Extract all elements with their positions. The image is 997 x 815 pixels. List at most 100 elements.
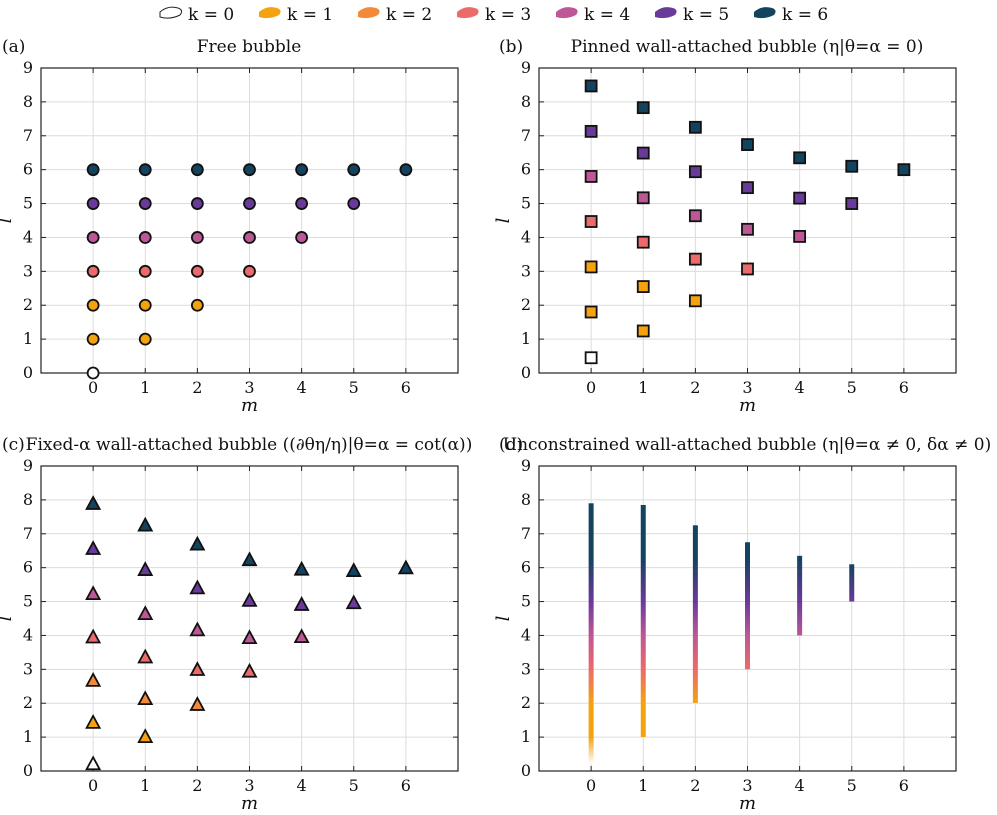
y-tick-label: 8 bbox=[521, 92, 531, 111]
y-tick-label: 0 bbox=[521, 761, 531, 780]
point-m2-l4.15 bbox=[189, 621, 206, 637]
panel-3: 0 1 2 3 4 5 6 0 1 2 3 4 5 6 7 8 9 m l (d)Unconstrained wall… bbox=[493, 435, 991, 814]
point-m4-l5 bbox=[295, 197, 309, 210]
point-m1-l1.24 bbox=[636, 324, 650, 338]
x-tick-label: 2 bbox=[690, 378, 700, 397]
y-tick-label: 2 bbox=[23, 295, 33, 314]
x-axis-label: m bbox=[739, 395, 756, 416]
point-m0-l4.47 bbox=[584, 215, 598, 228]
panel-tag: (c) bbox=[2, 435, 25, 455]
y-tick-label: 4 bbox=[23, 227, 33, 246]
point-m4-l4 bbox=[295, 231, 309, 244]
panel-tag: (a) bbox=[2, 37, 25, 57]
point-m1-l2.12 bbox=[137, 690, 154, 706]
point-m0-l1 bbox=[86, 332, 100, 346]
point-m0-l5.22 bbox=[85, 585, 102, 600]
point-m2-l1.95 bbox=[189, 696, 206, 711]
x-tick-label: 3 bbox=[742, 378, 752, 397]
band-m5 bbox=[849, 564, 855, 602]
band-m6 bbox=[901, 565, 907, 570]
point-m0-l5.8 bbox=[584, 170, 598, 183]
y-tick-label: 1 bbox=[521, 727, 531, 746]
y-tick-label: 2 bbox=[521, 295, 531, 314]
band-m1 bbox=[640, 504, 646, 738]
y-axis-label: l bbox=[0, 615, 16, 621]
point-m3-l5.47 bbox=[741, 181, 754, 195]
x-tick-label: 2 bbox=[192, 776, 202, 795]
point-m3-l3.07 bbox=[741, 262, 754, 276]
legend-item-k6: k = 6 bbox=[754, 5, 828, 25]
y-tick-label: 0 bbox=[521, 363, 531, 382]
legend-label-k0: k = 0 bbox=[188, 5, 234, 25]
y-tick-label: 8 bbox=[23, 490, 33, 509]
point-m0-l6.55 bbox=[85, 540, 102, 555]
y-tick-label: 4 bbox=[521, 227, 531, 246]
legend-item-k3: k = 3 bbox=[457, 5, 531, 25]
point-m0-l1.8 bbox=[584, 305, 598, 319]
y-tick-label: 0 bbox=[23, 761, 33, 780]
point-m3-l6.22 bbox=[241, 551, 258, 567]
legend-label-k5: k = 5 bbox=[683, 5, 729, 25]
point-m5-l5 bbox=[845, 197, 859, 210]
point-m6-l6 bbox=[897, 163, 911, 177]
point-m4-l6 bbox=[295, 163, 309, 177]
panel-title: Unconstrained wall-attached bubble (η|θ=… bbox=[503, 435, 991, 455]
point-m1-l6 bbox=[138, 163, 152, 177]
legend-swatch-k2 bbox=[358, 7, 380, 19]
x-tick-label: 5 bbox=[349, 776, 359, 795]
point-m0-l7.13 bbox=[584, 124, 598, 138]
point-m1-l7.83 bbox=[636, 101, 650, 115]
point-m0-l0.45 bbox=[584, 351, 598, 365]
y-tick-label: 9 bbox=[23, 456, 33, 475]
point-m0-l7.88 bbox=[85, 495, 102, 510]
y-tick-label: 7 bbox=[23, 524, 33, 543]
x-tick-label: 0 bbox=[586, 378, 596, 397]
point-m2-l4.64 bbox=[688, 209, 702, 223]
x-tick-label: 4 bbox=[297, 776, 307, 795]
y-tick-label: 0 bbox=[23, 363, 33, 382]
point-m1-l3.86 bbox=[636, 235, 650, 249]
x-tick-label: 5 bbox=[847, 776, 857, 795]
point-m2-l3.36 bbox=[688, 252, 702, 266]
point-m0-l1.42 bbox=[85, 713, 102, 729]
y-tick-label: 9 bbox=[521, 58, 531, 77]
legend-swatch-k5 bbox=[655, 7, 677, 19]
legend-label-k6: k = 6 bbox=[782, 5, 828, 25]
point-m3-l2.93 bbox=[241, 662, 258, 678]
legend-item-k1: k = 1 bbox=[259, 5, 333, 25]
point-m0-l2 bbox=[86, 298, 100, 312]
point-m0-l0.2 bbox=[85, 755, 102, 771]
x-tick-label: 0 bbox=[88, 378, 98, 397]
legend-item-k0: k = 0 bbox=[159, 5, 234, 25]
point-m1-l1 bbox=[138, 332, 152, 346]
y-tick-label: 7 bbox=[521, 126, 531, 145]
legend-label-k2: k = 2 bbox=[386, 5, 432, 25]
x-tick-label: 2 bbox=[690, 776, 700, 795]
legend-swatch-k4 bbox=[556, 7, 578, 19]
point-m1-l3 bbox=[138, 264, 152, 278]
x-tick-label: 3 bbox=[244, 378, 254, 397]
y-tick-label: 8 bbox=[521, 490, 531, 509]
point-m4-l6.35 bbox=[793, 151, 807, 165]
point-m0-l4 bbox=[86, 231, 100, 244]
point-m4-l4.03 bbox=[793, 230, 807, 243]
point-m6-l5.98 bbox=[397, 559, 414, 575]
y-tick-label: 5 bbox=[23, 592, 33, 611]
x-tick-label: 6 bbox=[899, 378, 909, 397]
point-m3-l3.92 bbox=[241, 629, 258, 645]
x-tick-label: 6 bbox=[401, 776, 411, 795]
point-m6-l6 bbox=[399, 163, 413, 177]
y-tick-label: 4 bbox=[521, 625, 531, 644]
point-m2-l6.68 bbox=[189, 535, 206, 551]
x-tick-label: 3 bbox=[244, 776, 254, 795]
point-m3-l4 bbox=[243, 231, 256, 244]
legend-swatch-k1 bbox=[259, 7, 281, 19]
legend-swatch-k6 bbox=[754, 7, 776, 19]
point-m3-l3 bbox=[243, 264, 256, 278]
point-m0-l6 bbox=[86, 163, 100, 177]
legend-label-k3: k = 3 bbox=[485, 5, 531, 25]
y-tick-label: 6 bbox=[23, 160, 33, 179]
point-m1-l5.17 bbox=[636, 191, 650, 205]
x-tick-label: 4 bbox=[795, 378, 805, 397]
